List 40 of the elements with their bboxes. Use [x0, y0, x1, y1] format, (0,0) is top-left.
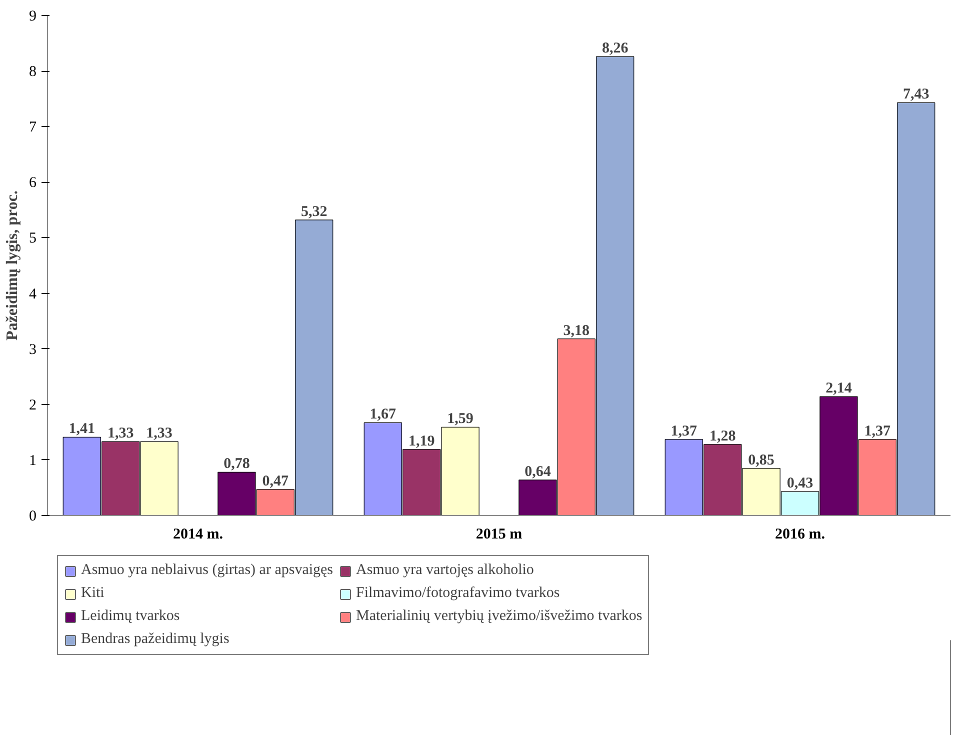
y-tick-label: 7	[29, 120, 37, 136]
legend-label: Filmavimo/fotografavimo tvarkos	[356, 585, 560, 602]
x-tick-label: 2015 m	[476, 526, 523, 542]
data-label: 0,43	[786, 476, 814, 492]
data-label: 0,85	[748, 452, 774, 468]
data-label: 8,26	[602, 40, 629, 57]
data-label: 1,28	[709, 428, 736, 444]
x-tick-label: 2016 m.	[775, 526, 826, 542]
data-label: 0,64	[524, 464, 552, 480]
data-label: 1,37	[670, 423, 698, 440]
data-label: 1,41	[68, 421, 96, 438]
y-tick-label: 9	[29, 8, 36, 24]
data-label: 0,78	[224, 456, 250, 472]
data-label: 1,19	[408, 433, 435, 450]
y-tick-label: 4	[29, 286, 37, 302]
legend-label: Bendras pažeidimų lygis	[81, 631, 230, 648]
data-label: 5,32	[300, 204, 328, 220]
y-tick-label: 3	[29, 342, 36, 358]
legend-label: Asmuo yra neblaivus (girtas) ar apsvaigęs	[81, 562, 334, 579]
y-axis-title: Pažeidimų lygis, proc.	[4, 190, 21, 340]
data-label: 7,43	[902, 86, 930, 103]
x-tick-label: 2014 m.	[173, 526, 224, 542]
data-label: 1,33	[146, 426, 172, 442]
legend-label: Asmuo yra vartojęs alkoholio	[356, 562, 534, 579]
y-tick-label: 5	[29, 230, 36, 247]
y-tick-label: 1	[29, 452, 36, 469]
data-label: 1,33	[107, 426, 134, 442]
data-label: 3,18	[563, 322, 590, 339]
data-label: 2,14	[826, 380, 852, 397]
data-label: 1,59	[447, 411, 474, 428]
data-label: 1,67	[370, 406, 397, 423]
legend-label: Materialinių vertybių įvežimo/išvežimo tvarkos	[356, 608, 642, 625]
y-tick-label: 6	[29, 175, 37, 192]
y-tick-label: 8	[29, 64, 36, 80]
y-tick-label: 2	[29, 397, 36, 414]
y-tick-label: 0	[29, 508, 36, 524]
legend-label: Kiti	[81, 585, 104, 602]
data-label: 1,37	[864, 423, 892, 440]
legend-label: Leidimų tvarkos	[81, 608, 180, 625]
data-label: 0,47	[262, 473, 290, 490]
